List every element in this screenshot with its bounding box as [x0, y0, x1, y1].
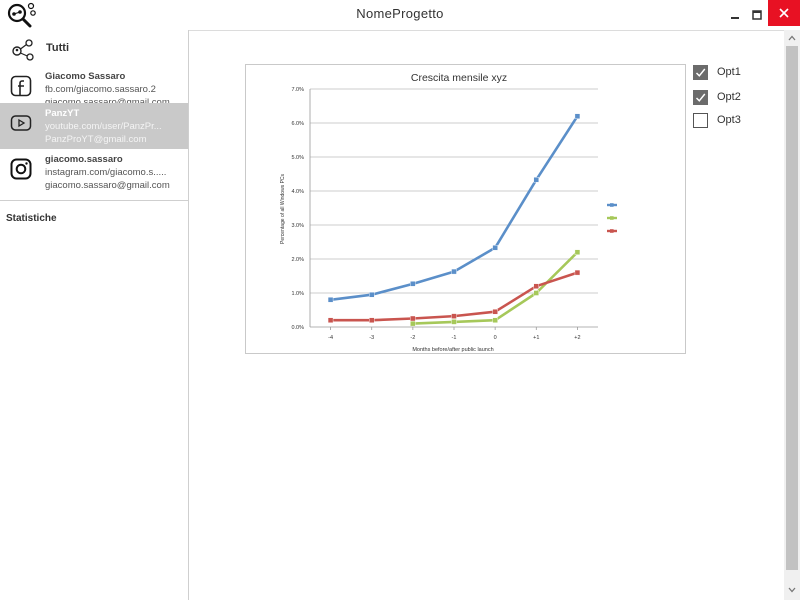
scroll-down-button[interactable] — [784, 582, 800, 598]
data-point — [574, 113, 581, 119]
account-item-youtube[interactable]: PanzYT youtube.com/user/PanzPr... PanzPr… — [0, 103, 188, 149]
x-tick-label: +1 — [533, 335, 539, 341]
magnifier-network-icon — [7, 2, 36, 28]
data-point — [492, 317, 498, 323]
account-email: PanzProYT@gmail.com — [45, 134, 147, 145]
y-tick-label: 7.0% — [291, 87, 304, 93]
data-point — [533, 177, 539, 183]
close-icon — [779, 8, 789, 18]
close-button[interactable] — [768, 0, 800, 26]
scroll-up-button[interactable] — [784, 30, 800, 46]
data-point — [533, 283, 539, 289]
network-icon — [12, 39, 34, 61]
x-tick-label: -4 — [328, 335, 333, 341]
instagram-icon — [10, 158, 32, 180]
option-opt3[interactable]: Opt3 — [693, 112, 741, 128]
chart-panel: Crescita mensile xyz 0.0% 1.0% 2.0% 3.0% 4.0… — [245, 64, 686, 354]
account-email: giacomo.sassaro@gmail.com — [45, 180, 170, 191]
scroll-thumb[interactable] — [786, 46, 798, 570]
y-tick-label: 2.0% — [291, 257, 304, 263]
sidebar: Tutti Giacomo Sassaro fb.com/giacomo.sas… — [0, 30, 189, 600]
sidebar-item-label: Tutti — [46, 42, 70, 54]
opt1-label: Opt1 — [717, 66, 741, 78]
account-url: instagram.com/giacomo.s..... — [45, 167, 167, 178]
title-bar: NomeProgetto — [0, 0, 800, 30]
vertical-scrollbar[interactable] — [784, 30, 800, 600]
header-divider — [189, 30, 784, 31]
checkmark-icon — [695, 68, 706, 77]
youtube-icon — [10, 115, 32, 131]
x-tick-label: -2 — [410, 335, 415, 341]
sidebar-item-statistics[interactable]: Statistiche — [6, 213, 57, 224]
data-point — [451, 313, 457, 319]
data-point — [451, 268, 457, 275]
maximize-icon — [752, 10, 762, 20]
x-axis-label: Months before/after public launch — [412, 347, 493, 353]
data-point — [327, 297, 334, 303]
legend-marker — [610, 203, 614, 207]
account-item-facebook[interactable]: Giacomo Sassaro fb.com/giacomo.sassaro.2… — [0, 66, 188, 112]
account-name: PanzYT — [45, 108, 80, 119]
x-tick-label: +2 — [574, 335, 580, 341]
x-tick-label: 0 — [494, 335, 497, 341]
line-chart: Crescita mensile xyz 0.0% 1.0% 2.0% 3.0% 4.0… — [280, 72, 617, 353]
y-axis-label: Percentage of all Windows PCs — [280, 173, 286, 244]
opt2-checkbox[interactable] — [693, 89, 708, 105]
opt3-checkbox[interactable] — [693, 112, 708, 128]
data-point — [451, 319, 457, 325]
data-point — [369, 291, 375, 298]
data-point — [574, 269, 581, 276]
chevron-down-icon — [788, 587, 796, 593]
data-point — [492, 308, 498, 315]
data-point — [574, 249, 581, 255]
sidebar-divider — [0, 200, 188, 201]
option-opt2[interactable]: Opt2 — [693, 89, 741, 105]
y-tick-label: 6.0% — [291, 121, 304, 127]
legend-marker — [610, 216, 614, 220]
account-item-instagram[interactable]: giacomo.sassaro instagram.com/giacomo.s.… — [0, 149, 188, 195]
app-title: NomeProgetto — [356, 6, 444, 21]
account-url: youtube.com/user/PanzPr... — [45, 121, 162, 132]
account-email: giacomo.sassaro@gmail.com — [45, 97, 170, 108]
minimize-icon — [731, 17, 739, 19]
account-url: fb.com/giacomo.sassaro.2 — [45, 84, 156, 95]
checkmark-icon — [695, 93, 706, 102]
opt2-label: Opt2 — [717, 91, 741, 103]
y-tick-label: 0.0% — [291, 325, 304, 331]
y-tick-label: 4.0% — [291, 189, 304, 195]
x-tick-label: -1 — [452, 335, 457, 341]
data-point — [369, 317, 375, 323]
account-name: Giacomo Sassaro — [45, 71, 126, 82]
data-point — [410, 320, 416, 327]
account-name: giacomo.sassaro — [45, 154, 123, 165]
y-tick-label: 5.0% — [291, 155, 304, 161]
opt3-label: Opt3 — [717, 114, 741, 126]
chevron-up-icon — [788, 35, 796, 41]
data-point — [410, 281, 416, 287]
facebook-icon — [10, 75, 32, 97]
data-point — [410, 315, 416, 322]
maximize-button[interactable] — [742, 0, 772, 30]
minimize-button[interactable] — [720, 0, 750, 30]
sidebar-item-all[interactable]: Tutti — [0, 34, 188, 66]
data-point — [327, 317, 334, 323]
data-point — [492, 245, 498, 251]
legend-marker — [610, 229, 614, 233]
opt1-checkbox[interactable] — [693, 64, 708, 80]
option-opt1[interactable]: Opt1 — [693, 64, 741, 80]
y-tick-label: 1.0% — [291, 291, 304, 297]
chart-title: Crescita mensile xyz — [411, 72, 507, 84]
y-tick-label: 3.0% — [291, 223, 304, 229]
x-tick-label: -3 — [369, 335, 374, 341]
data-point — [533, 290, 539, 296]
